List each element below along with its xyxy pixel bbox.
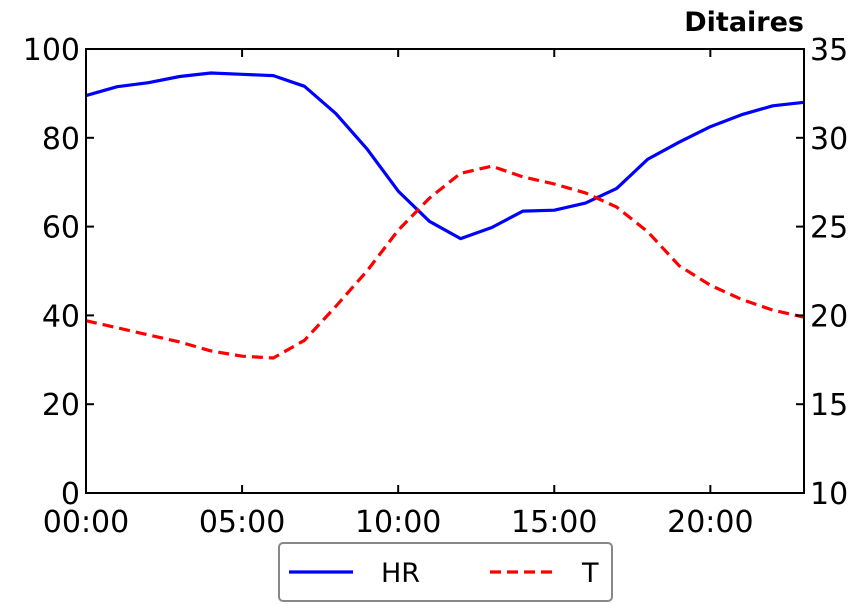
right-tick-label: 35 [810,33,848,68]
x-axis: 00:00 05:00 10:00 15:00 20:00 [43,49,754,540]
plot-lines [85,71,805,360]
right-tick-label: 20 [810,299,848,334]
right-y-axis: 10 15 20 25 30 35 [796,33,848,512]
x-tick-label: 00:00 [43,505,129,540]
legend-label-t: T [581,558,599,589]
right-tick-label: 30 [810,122,848,157]
x-tick-label: 15:00 [511,505,597,540]
left-tick-label: 40 [42,299,80,334]
legend-label-hr: HR [381,558,420,589]
right-tick-label: 25 [810,211,848,246]
left-tick-label: 60 [42,211,80,246]
right-tick-label: 10 [810,477,848,512]
x-tick-label: 20:00 [667,505,753,540]
series-line-hr [85,71,805,241]
legend: HR T [278,542,613,602]
plot-frame [85,48,805,494]
right-tick-label: 15 [810,388,848,423]
x-tick-label: 10:00 [355,505,441,540]
left-y-axis: 0 20 40 60 80 100 [23,33,94,512]
left-tick-label: 100 [23,33,80,68]
left-tick-label: 0 [61,477,80,512]
left-tick-label: 20 [42,388,80,423]
legend-box [278,542,613,602]
chart-title: Ditaires [684,7,804,38]
x-tick-label: 05:00 [199,505,285,540]
series-line-t [85,164,805,360]
left-tick-label: 80 [42,122,80,157]
